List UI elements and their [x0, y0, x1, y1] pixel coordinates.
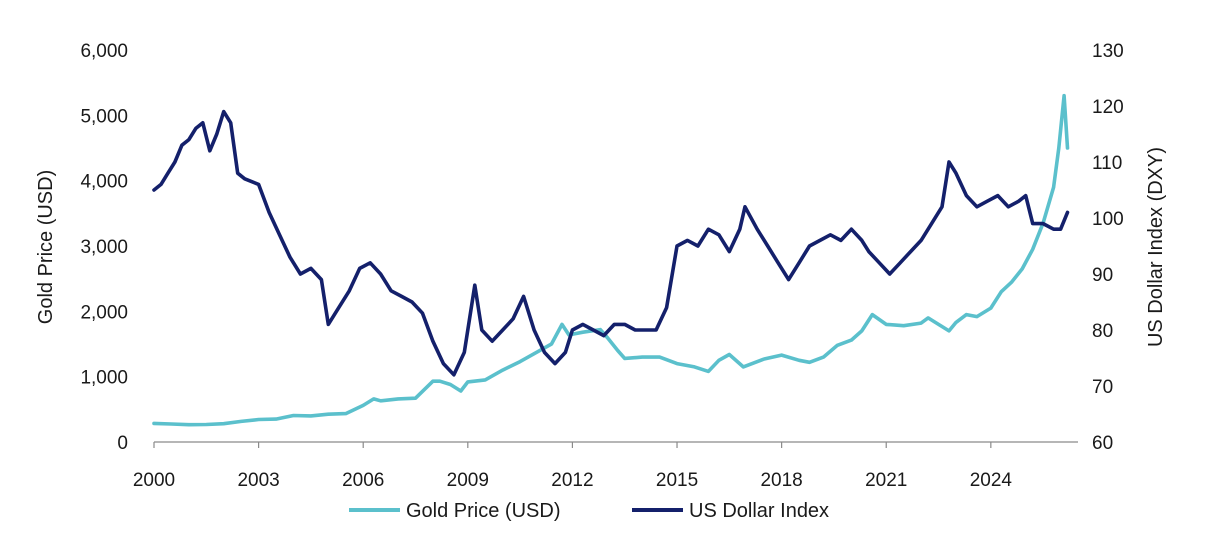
left-tick-label: 4,000: [80, 172, 128, 193]
left-axis-title: Gold Price (USD): [35, 170, 57, 324]
dollar-index-line: [152, 109, 1070, 377]
x-tick-label: 2000: [133, 470, 175, 491]
left-tick-label: 5,000: [80, 106, 128, 127]
x-tick-label: 2006: [342, 470, 384, 491]
left-tick-label: 3,000: [80, 237, 128, 258]
legend-label-gold: Gold Price (USD): [406, 500, 560, 522]
x-tick-label: 2024: [970, 470, 1013, 491]
legend: Gold Price (USD) US Dollar Index: [349, 500, 829, 522]
left-axis-ticks: 0 1,000 2,000 3,000 4,000 5,000 6,000: [80, 41, 128, 454]
right-tick-label: 120: [1092, 97, 1124, 118]
x-tick-label: 2012: [551, 470, 593, 491]
right-tick-label: 130: [1092, 41, 1124, 62]
x-tick-label: 2003: [237, 470, 279, 491]
right-tick-label: 60: [1092, 433, 1113, 454]
left-tick-label: 2,000: [80, 302, 128, 323]
x-tick-label: 2021: [865, 470, 907, 491]
left-tick-label: 1,000: [80, 368, 128, 389]
right-tick-label: 90: [1092, 265, 1113, 286]
left-tick-label: 0: [117, 433, 128, 454]
right-tick-label: 80: [1092, 321, 1113, 342]
x-axis-ticks: 2000 2003 2006 2009 2012 2015 2018 2021 2024: [133, 442, 1013, 491]
right-tick-label: 100: [1092, 209, 1124, 230]
gold-price-line: [152, 93, 1070, 427]
x-tick-label: 2009: [447, 470, 489, 491]
left-tick-label: 6,000: [80, 41, 128, 62]
legend-label-dxy: US Dollar Index: [689, 500, 829, 522]
right-axis-ticks: 60 70 80 90 100 110 120 130: [1092, 41, 1124, 454]
x-tick-label: 2018: [760, 470, 802, 491]
x-tick-label: 2015: [656, 470, 698, 491]
right-axis-title: US Dollar Index (DXY): [1145, 147, 1167, 347]
right-tick-label: 110: [1092, 153, 1122, 174]
series-layer: [152, 93, 1070, 427]
right-tick-label: 70: [1092, 377, 1113, 398]
